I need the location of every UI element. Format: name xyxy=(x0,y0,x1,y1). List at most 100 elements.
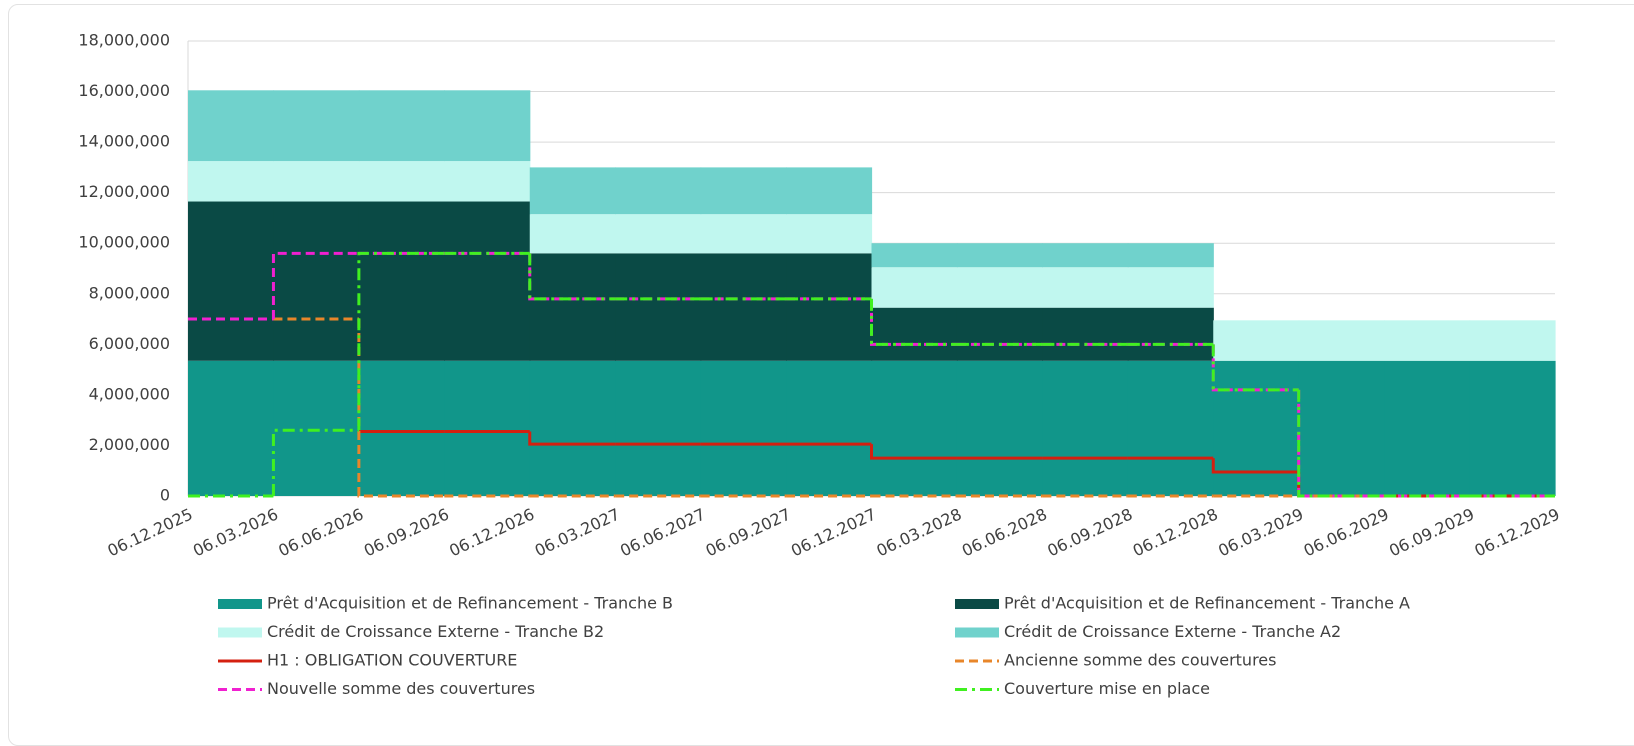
area-step xyxy=(1042,360,1129,496)
x-tick-label: 06.12.2026 xyxy=(446,504,537,560)
area-step xyxy=(786,253,873,361)
x-tick-label: 06.06.2029 xyxy=(1301,504,1392,560)
area-step xyxy=(273,360,360,496)
area-step xyxy=(529,360,616,496)
area-step xyxy=(700,214,787,254)
y-tick-label: 10,000,000 xyxy=(78,233,170,252)
legend-label: Nouvelle somme des couvertures xyxy=(267,679,535,698)
area-step xyxy=(188,201,275,361)
y-tick-label: 12,000,000 xyxy=(78,182,170,201)
area-step xyxy=(1384,320,1471,361)
line-step xyxy=(528,253,616,301)
area-step xyxy=(615,253,702,361)
x-tick-label: 06.09.2026 xyxy=(361,504,452,560)
x-tick-label: 06.06.2027 xyxy=(617,504,708,560)
legend-label: Couverture mise en place xyxy=(1004,679,1210,698)
area-step xyxy=(273,161,360,202)
area-step xyxy=(1469,360,1556,496)
line-step xyxy=(528,431,616,446)
area-step xyxy=(786,214,873,254)
area-step xyxy=(188,161,275,202)
legend-swatch xyxy=(955,599,999,609)
legend-swatch xyxy=(218,627,262,638)
x-tick-label: 06.12.2027 xyxy=(788,504,879,560)
area-step xyxy=(529,214,616,254)
x-tick-label: 06.09.2028 xyxy=(1044,504,1135,560)
area-step xyxy=(1127,267,1214,308)
legend-swatch xyxy=(218,599,262,609)
area-step xyxy=(1213,360,1300,496)
area-step xyxy=(1127,307,1214,361)
x-tick-label: 06.12.2028 xyxy=(1130,504,1221,560)
area-step xyxy=(956,307,1043,361)
line-step xyxy=(271,251,359,320)
area-step xyxy=(1042,267,1129,308)
legend-label: H1 : OBLIGATION COUVERTURE xyxy=(267,651,517,670)
y-tick-label: 6,000,000 xyxy=(89,334,170,353)
area-step xyxy=(529,253,616,361)
x-tick-label: 06.09.2027 xyxy=(703,504,794,560)
area-step xyxy=(1127,360,1214,496)
x-tick-label: 06.03.2026 xyxy=(190,504,281,560)
area-step xyxy=(615,360,702,496)
line-step xyxy=(1297,389,1385,498)
area-step xyxy=(358,360,445,496)
legend-label: Prêt d'Acquisition et de Refinancement -… xyxy=(1004,594,1410,613)
area-step xyxy=(444,90,531,162)
x-tick-label: 06.03.2028 xyxy=(873,504,964,560)
y-tick-label: 18,000,000 xyxy=(78,31,170,50)
legend-label: Ancienne somme des couvertures xyxy=(1004,651,1276,670)
area-step xyxy=(700,167,787,215)
x-tick-label: 06.12.2025 xyxy=(105,504,196,560)
area-step xyxy=(700,360,787,496)
area-step xyxy=(444,161,531,202)
area-step xyxy=(871,307,958,361)
area-step xyxy=(871,243,958,268)
line-step xyxy=(357,251,445,431)
y-tick-label: 16,000,000 xyxy=(78,81,170,100)
legend-label: Crédit de Croissance Externe - Tranche A… xyxy=(1004,622,1341,641)
area-step xyxy=(956,360,1043,496)
area-step xyxy=(1298,360,1385,496)
area-step xyxy=(1298,320,1385,361)
area-step xyxy=(956,267,1043,308)
area-step xyxy=(1469,320,1556,361)
area-step xyxy=(1042,307,1129,361)
area-step xyxy=(871,360,958,496)
x-tick-label: 06.12.2029 xyxy=(1472,504,1563,560)
area-step xyxy=(529,167,616,215)
legend-label: Crédit de Croissance Externe - Tranche B… xyxy=(267,622,604,641)
area-step xyxy=(358,201,445,361)
y-tick-label: 8,000,000 xyxy=(89,283,170,302)
line-step xyxy=(1211,458,1299,474)
area-step xyxy=(786,167,873,215)
area-step xyxy=(1384,360,1471,496)
x-tick-label: 06.03.2029 xyxy=(1215,504,1306,560)
x-tick-label: 06.06.2028 xyxy=(959,504,1050,560)
area-step xyxy=(188,360,275,496)
area-step xyxy=(956,243,1043,268)
area-step xyxy=(358,90,445,162)
y-tick-label: 0 xyxy=(160,486,170,505)
area-step xyxy=(444,201,531,361)
legend-swatch xyxy=(955,627,999,638)
line-step xyxy=(870,298,957,346)
area-step xyxy=(273,90,360,162)
area-step xyxy=(615,167,702,215)
legend-label: Prêt d'Acquisition et de Refinancement -… xyxy=(267,594,673,613)
area-step xyxy=(700,253,787,361)
area-step xyxy=(615,214,702,254)
area-step xyxy=(273,201,360,361)
area-step xyxy=(786,360,873,496)
y-tick-label: 14,000,000 xyxy=(78,132,170,151)
line-step xyxy=(870,444,957,460)
x-tick-label: 06.09.2029 xyxy=(1386,504,1477,560)
x-tick-label: 06.03.2027 xyxy=(532,504,623,560)
area-step xyxy=(1127,243,1214,268)
area-step xyxy=(188,90,275,162)
area-step xyxy=(871,267,958,308)
area-step xyxy=(1213,320,1300,361)
area-step xyxy=(1042,243,1129,268)
x-tick-label: 06.06.2026 xyxy=(275,504,366,560)
area-step xyxy=(444,360,531,496)
